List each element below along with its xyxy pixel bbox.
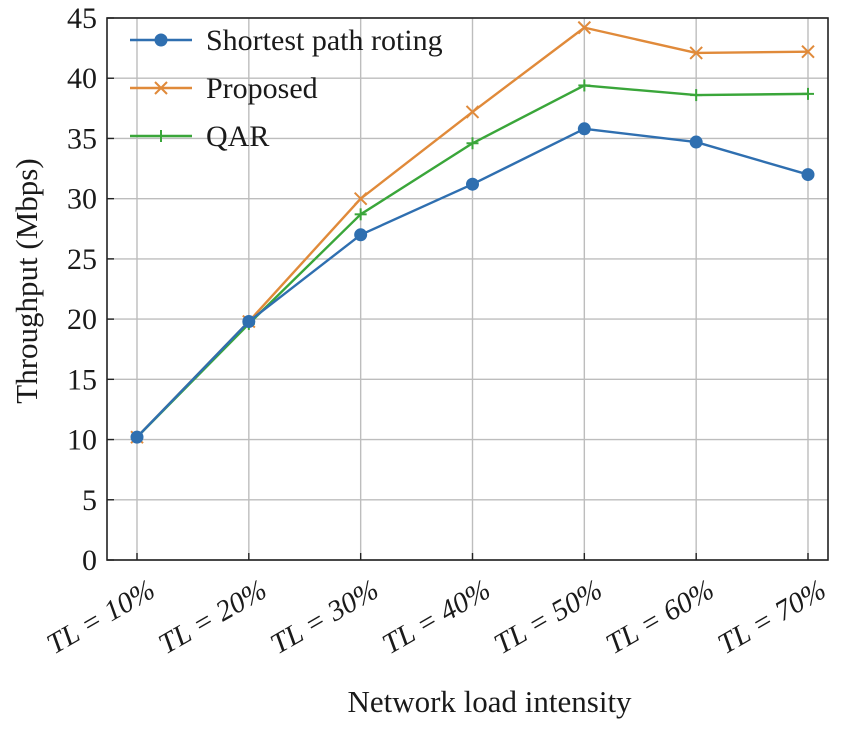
data-point-shortest-path-roting: [801, 168, 815, 182]
x-tick-label: TL = 40%: [377, 574, 496, 661]
legend-label: Proposed: [206, 72, 318, 105]
data-point-shortest-path-roting: [466, 177, 479, 191]
marker-stroke: [353, 191, 368, 206]
data-point-proposed: [689, 46, 703, 60]
marker-stroke: [465, 105, 480, 119]
data-point-proposed: [353, 191, 368, 206]
x-axis-ticks: TL = 10%TL = 20%TL = 30%TL = 40%TL = 50%…: [41, 553, 832, 661]
x-tick-label: TL = 60%: [601, 574, 720, 661]
x-tick-label: TL = 70%: [712, 574, 831, 661]
y-tick-label: 40: [67, 62, 97, 95]
marker-stroke: [154, 81, 168, 95]
legend-label: QAR: [206, 120, 269, 153]
data-point-proposed: [577, 20, 592, 35]
y-tick-label: 30: [67, 183, 97, 216]
legend: Shortest path roting Proposed QAR: [130, 24, 443, 153]
y-tick-label: 20: [67, 303, 97, 336]
data-point-shortest-path-roting: [130, 430, 144, 444]
data-point-proposed: [465, 105, 480, 119]
marker-stroke: [801, 45, 815, 59]
legend-marker: [154, 33, 168, 47]
legend-marker: [155, 130, 167, 142]
data-point-shortest-path-roting: [242, 315, 256, 329]
data-point-qar: [354, 208, 367, 221]
series-lines: [130, 20, 815, 444]
grid: [107, 17, 828, 561]
legend-marker: [154, 81, 168, 95]
data-point-shortest-path-roting: [354, 228, 368, 242]
data-point-proposed: [801, 45, 815, 59]
data-point-shortest-path-roting: [689, 135, 703, 149]
y-axis-ticks: 0 5 10 15 20 25 30 35 40 45: [67, 2, 114, 577]
data-point-qar: [466, 137, 479, 150]
legend-label: Shortest path roting: [206, 24, 443, 57]
y-tick-label: 45: [67, 2, 97, 35]
x-tick-label: TL = 20%: [153, 574, 272, 661]
x-tick-label: TL = 30%: [265, 574, 384, 661]
x-axis-label: Network load intensity: [347, 684, 632, 719]
y-tick-label: 15: [67, 363, 97, 396]
y-tick-label: 25: [67, 243, 97, 276]
y-axis-label: Throughput (Mbps): [9, 158, 44, 403]
y-tick-label: 35: [67, 122, 97, 155]
x-tick-label: TL = 50%: [489, 574, 608, 661]
data-point-shortest-path-roting: [577, 122, 591, 136]
plot-frame: [106, 17, 829, 561]
legend-item-qar: QAR: [130, 120, 269, 153]
y-tick-label: 0: [82, 544, 97, 577]
x-tick-label: TL = 10%: [41, 574, 160, 661]
marker-stroke: [577, 20, 592, 35]
data-point-qar: [690, 89, 703, 102]
legend-item-shortest-path-roting: Shortest path roting: [130, 24, 443, 57]
series-shortest-path-roting: [130, 122, 815, 444]
marker-stroke: [689, 46, 703, 60]
data-point-qar: [802, 87, 814, 100]
data-point-qar: [578, 79, 591, 92]
y-tick-label: 5: [82, 484, 97, 517]
legend-item-proposed: Proposed: [130, 72, 318, 105]
y-tick-label: 10: [67, 424, 97, 457]
